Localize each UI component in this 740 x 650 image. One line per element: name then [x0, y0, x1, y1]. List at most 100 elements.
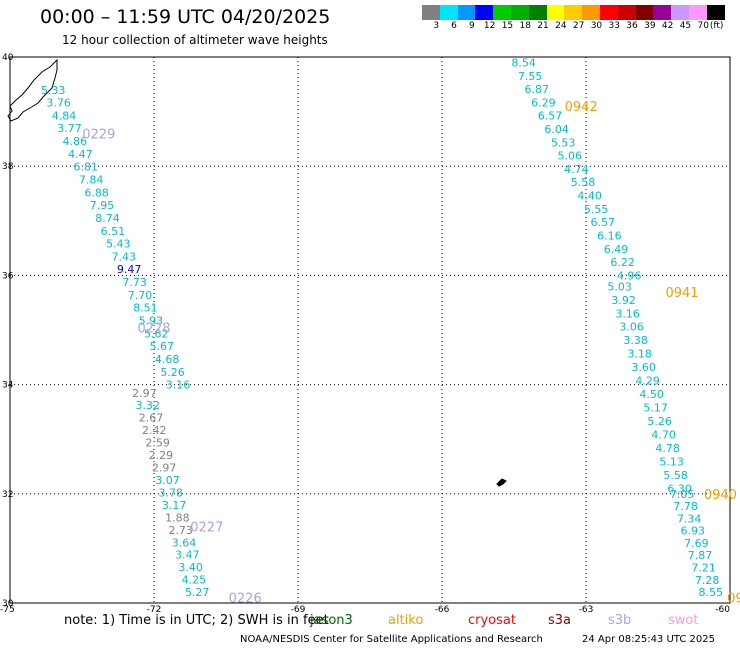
wave-height-colorbar	[422, 5, 725, 20]
lon-tick-label: -63	[579, 605, 594, 615]
wave-height-value: 3.60	[631, 361, 656, 374]
wave-height-value: 7.73	[122, 276, 147, 289]
wave-height-value: 4.86	[63, 135, 88, 148]
wave-height-value: 3.77	[57, 122, 82, 135]
wave-height-value: 7.34	[677, 512, 702, 525]
colorbar-swatch	[706, 5, 725, 20]
lat-tick-label: 34	[2, 381, 14, 391]
colorbar-swatch	[493, 5, 511, 20]
wave-height-value: 4.84	[52, 109, 77, 122]
colorbar-tick-label: 27	[572, 21, 585, 31]
wave-height-value: 6.51	[101, 225, 126, 238]
colorbar-tick-label: 45	[679, 21, 692, 31]
colorbar-tick-label: 30	[590, 21, 603, 31]
colorbar-tick-label: 3	[433, 21, 440, 31]
wave-height-value: 2.97	[132, 387, 157, 400]
wave-height-value: 3.06	[619, 321, 644, 334]
wave-height-value: 5.26	[647, 415, 672, 428]
wave-height-value: 2.97	[152, 462, 177, 475]
colorbar-tick-label: 24	[555, 21, 567, 31]
colorbar-tick-label: 39	[644, 21, 656, 31]
wave-height-value: 5.06	[558, 150, 583, 163]
wave-height-value: 7.05	[670, 488, 695, 501]
wave-height-value: 7.69	[684, 537, 709, 550]
wave-height-value: 5.26	[160, 366, 185, 379]
wave-height-value: 7.84	[79, 173, 104, 186]
wave-height-value: 6.57	[538, 110, 563, 123]
wave-height-value: 5.53	[551, 136, 576, 149]
pass-time-label: 0229	[82, 127, 115, 142]
colorbar-swatch	[457, 5, 476, 20]
wave-height-value: 5.58	[663, 469, 688, 482]
colorbar-swatch	[546, 5, 565, 20]
wave-height-value: 5.55	[584, 203, 609, 216]
wave-height-value: 4.70	[651, 428, 676, 441]
lon-tick-label: -60	[715, 605, 730, 615]
wave-height-value: 5.03	[607, 280, 632, 293]
wave-height-value: 4.74	[564, 163, 589, 176]
wave-height-value: 3.76	[46, 97, 71, 110]
wave-height-value: 6.49	[604, 243, 629, 256]
wave-height-value: 3.64	[172, 536, 197, 549]
colorbar-unit: (ft)	[709, 21, 724, 31]
footer-note: note: 1) Time is in UTC; 2) SWH is in fe…	[64, 613, 329, 628]
island-shape	[496, 478, 507, 487]
lon-tick-label: -72	[147, 605, 162, 615]
wave-height-value: 5.67	[149, 340, 174, 353]
wave-height-value: 3.18	[627, 348, 652, 361]
wave-height-value: 3.16	[166, 379, 191, 392]
satellite-legend-item: cryosat	[468, 613, 516, 628]
colorbar-tick-label: 6	[451, 21, 457, 31]
colorbar-tick-label: 9	[468, 21, 475, 31]
wave-height-value: 7.95	[90, 199, 115, 212]
wave-height-value: 2.42	[142, 424, 167, 437]
wave-height-value: 6.30	[667, 482, 692, 495]
lat-tick-label: 30	[2, 599, 14, 609]
wave-height-value: 7.28	[695, 574, 720, 587]
wave-height-value: 6.29	[531, 96, 556, 109]
lon-tick-label: -75	[0, 605, 15, 615]
pass-time-label: 0941	[665, 286, 698, 301]
wave-height-value: 2.59	[145, 437, 170, 450]
satellite-legend-item: s3b	[608, 613, 632, 628]
credit-text: NOAA/NESDIS Center for Satellite Applica…	[240, 634, 543, 645]
colorbar-tick-label: 21	[537, 21, 549, 31]
colorbar-tick-label: 42	[661, 21, 674, 31]
colorbar-swatch	[653, 5, 672, 20]
wave-height-value: 4.47	[68, 148, 93, 161]
wave-height-value: 5.33	[41, 84, 66, 97]
wave-height-value: 7.70	[128, 289, 153, 302]
wave-height-value: 3.78	[159, 486, 184, 499]
pass-time-label: 0942	[565, 100, 598, 115]
wave-height-value: 5.27	[185, 586, 210, 599]
wave-height-value: 4.50	[639, 388, 664, 401]
wave-height-value: 7.21	[691, 562, 716, 575]
wave-height-value: 2.73	[168, 524, 193, 537]
wave-height-value: 6.87	[525, 83, 550, 96]
wave-height-value: 1.88	[165, 511, 190, 524]
wave-height-value: 8.51	[133, 302, 158, 315]
map-subtitle: 12 hour collection of altimeter wave hei…	[62, 33, 328, 47]
colorbar-swatch	[599, 5, 618, 20]
wave-height-value: 3.47	[175, 549, 200, 562]
wave-height-value: 5.62	[144, 327, 169, 340]
colorbar-labels: 3 6 9 12 15 18 21 24 27 30 33 36 39 42 45 70 (ft)	[422, 21, 740, 33]
colorbar-swatch	[439, 5, 458, 20]
wave-height-value: 8.54	[511, 56, 536, 69]
wave-height-value: 8.55	[699, 586, 724, 599]
wave-height-value: 3.32	[135, 399, 160, 412]
wave-height-value: 6.88	[84, 186, 109, 199]
wave-height-value: 4.25	[182, 574, 207, 587]
colorbar-swatch	[564, 5, 583, 20]
wave-height-value: 3.38	[623, 334, 648, 347]
lon-tick-label: -69	[291, 605, 306, 615]
colorbar-swatch	[528, 5, 547, 20]
colorbar-swatch	[422, 5, 440, 20]
wave-height-value: 6.22	[610, 256, 635, 269]
coastline-shape	[7, 58, 58, 122]
wave-height-value: 5.58	[571, 176, 596, 189]
colorbar-swatch	[510, 5, 529, 20]
lat-tick-label: 38	[2, 162, 14, 172]
wave-height-value: 4.29	[635, 375, 660, 388]
